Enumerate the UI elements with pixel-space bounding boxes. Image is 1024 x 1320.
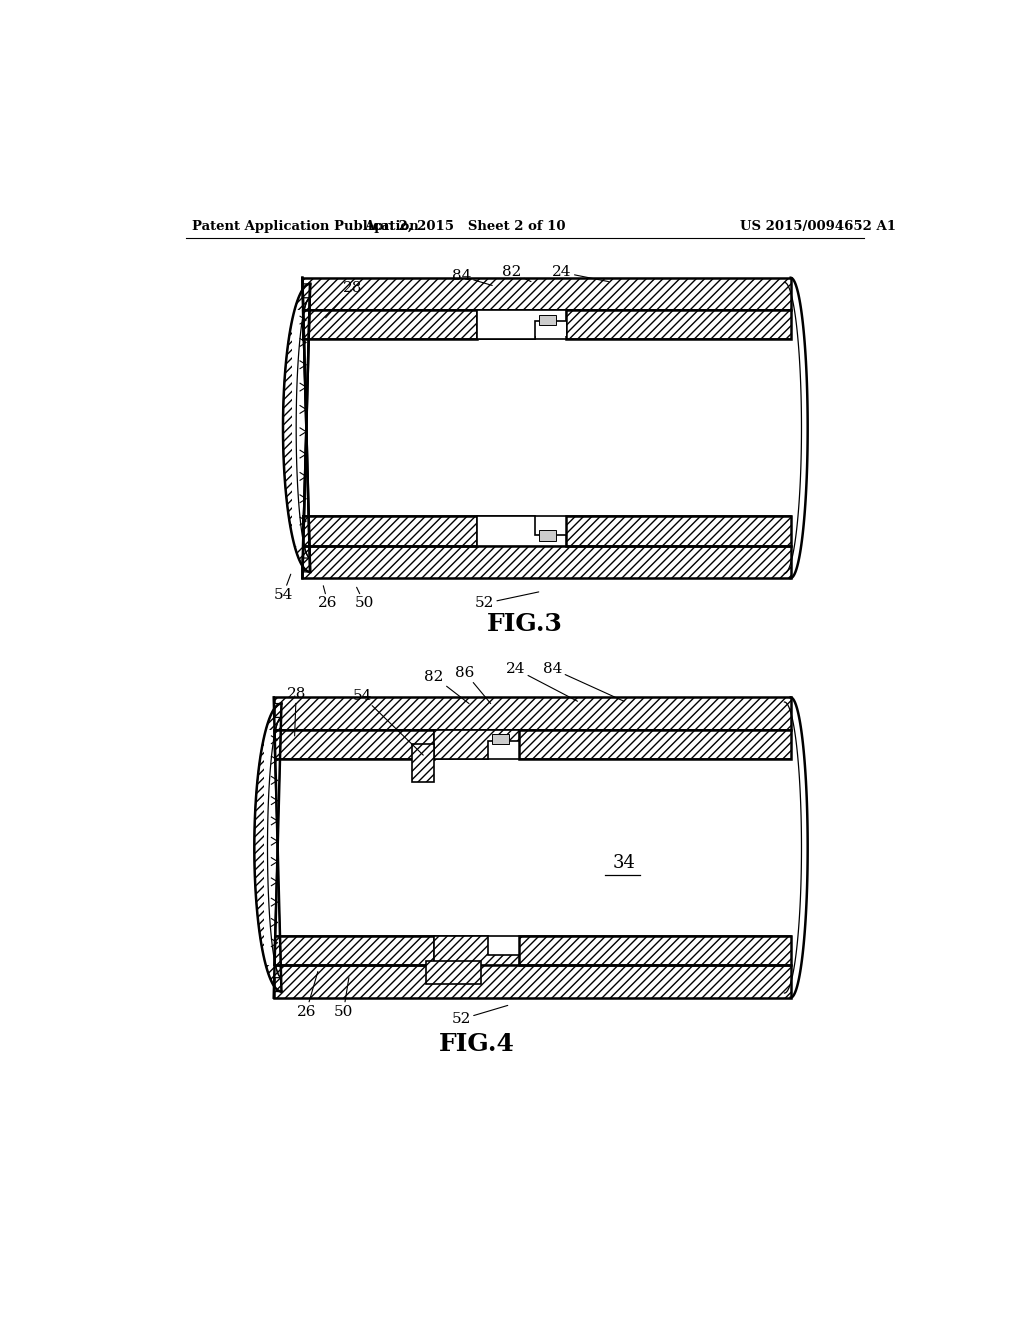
Polygon shape: [283, 284, 310, 572]
Polygon shape: [434, 936, 519, 965]
Bar: [273, 936, 434, 965]
Text: 84: 84: [543, 661, 624, 701]
Text: 50: 50: [334, 978, 353, 1019]
Bar: [493, 734, 509, 743]
Text: 50: 50: [354, 587, 374, 610]
Text: FIG.3: FIG.3: [486, 612, 563, 636]
Bar: [519, 730, 791, 759]
Bar: [263, 730, 273, 965]
Text: 54: 54: [352, 689, 423, 755]
Bar: [273, 965, 791, 998]
Bar: [477, 317, 566, 337]
Text: 26: 26: [297, 972, 317, 1019]
Bar: [302, 545, 791, 578]
Text: 34: 34: [612, 854, 636, 873]
Polygon shape: [434, 730, 519, 759]
Text: 52: 52: [475, 591, 539, 610]
Text: Apr. 2, 2015   Sheet 2 of 10: Apr. 2, 2015 Sheet 2 of 10: [365, 219, 566, 232]
Text: 54: 54: [273, 574, 293, 602]
Text: 28: 28: [287, 686, 306, 737]
Text: 26: 26: [318, 586, 338, 610]
Text: Patent Application Publication: Patent Application Publication: [191, 219, 418, 232]
Text: 24: 24: [506, 661, 578, 701]
Text: US 2015/0094652 A1: US 2015/0094652 A1: [740, 219, 896, 232]
Text: FIG.4: FIG.4: [439, 1032, 515, 1056]
Text: 84: 84: [452, 269, 493, 285]
Bar: [477, 310, 535, 330]
Bar: [302, 310, 477, 339]
Text: 86: 86: [456, 665, 490, 704]
Bar: [292, 310, 302, 545]
Polygon shape: [477, 516, 566, 545]
Text: 82: 82: [502, 265, 531, 281]
Bar: [539, 531, 556, 541]
Text: 24: 24: [552, 265, 608, 281]
Polygon shape: [254, 704, 282, 991]
Text: 52: 52: [452, 1006, 508, 1026]
Bar: [519, 936, 791, 965]
Bar: [477, 310, 535, 339]
Bar: [539, 314, 556, 326]
Bar: [566, 310, 791, 339]
Bar: [302, 516, 477, 545]
Polygon shape: [477, 310, 566, 339]
Bar: [413, 743, 434, 781]
Bar: [302, 277, 791, 310]
Text: 82: 82: [424, 669, 469, 704]
Text: 28: 28: [326, 281, 362, 318]
Bar: [426, 961, 480, 983]
Bar: [273, 697, 791, 730]
Bar: [566, 516, 791, 545]
Bar: [273, 730, 434, 759]
